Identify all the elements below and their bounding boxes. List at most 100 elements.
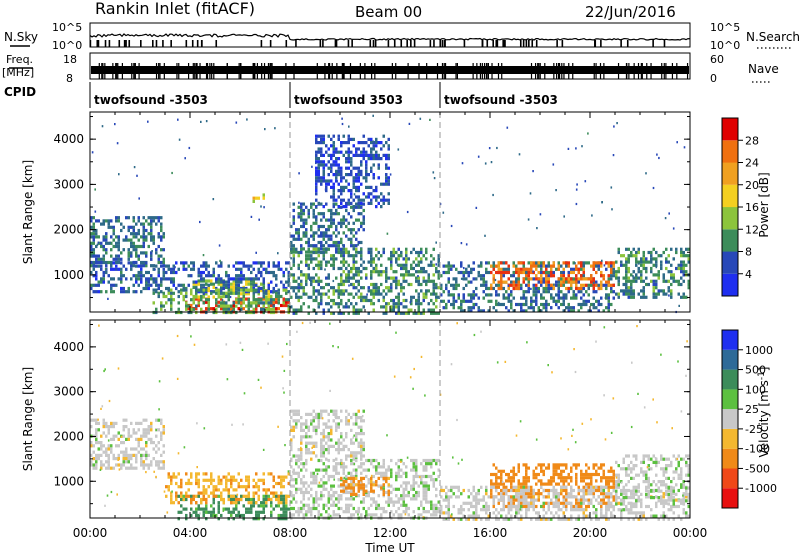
heatmap-cell bbox=[560, 290, 563, 294]
heatmap-cell bbox=[145, 281, 148, 284]
heatmap-cell bbox=[570, 296, 573, 300]
heatmap-cell bbox=[242, 494, 245, 498]
heatmap-cell bbox=[162, 294, 165, 299]
heatmap-cell bbox=[257, 303, 260, 308]
heatmap-cell bbox=[420, 302, 423, 306]
heatmap-cell bbox=[255, 301, 258, 305]
heatmap-cell bbox=[100, 244, 103, 249]
heatmap-cell bbox=[390, 276, 393, 280]
heatmap-cell bbox=[417, 276, 420, 280]
heatmap-cell bbox=[100, 434, 103, 438]
heatmap-cell bbox=[355, 231, 358, 235]
heatmap-cell bbox=[670, 273, 673, 277]
heatmap-cell bbox=[215, 291, 218, 295]
heatmap-cell bbox=[562, 283, 565, 287]
heatmap-cell bbox=[107, 219, 110, 223]
heatmap-cell bbox=[297, 205, 300, 209]
heatmap-cell bbox=[302, 208, 305, 213]
heatmap-cell bbox=[352, 198, 355, 202]
heatmap-cell bbox=[235, 291, 238, 295]
heatmap-cell bbox=[307, 506, 310, 511]
heatmap-cell bbox=[342, 292, 345, 296]
heatmap-cell bbox=[372, 260, 375, 264]
heatmap-cell bbox=[655, 266, 658, 269]
heatmap-cell bbox=[657, 254, 660, 258]
heatmap-cell bbox=[345, 166, 348, 170]
heatmap-cell bbox=[547, 280, 550, 284]
heatmap-cell bbox=[355, 471, 358, 475]
heatmap-cell bbox=[107, 260, 110, 265]
heatmap-cell bbox=[315, 160, 318, 164]
heatmap-cell bbox=[180, 494, 183, 498]
heatmap-cell bbox=[367, 173, 370, 177]
heatmap-cell bbox=[332, 144, 335, 148]
heatmap-cell bbox=[532, 261, 535, 265]
heatmap-cell bbox=[310, 282, 313, 287]
heatmap-cell bbox=[432, 506, 435, 511]
heatmap-cell bbox=[385, 276, 388, 280]
heatmap-cell bbox=[160, 228, 163, 233]
heatmap-cell bbox=[585, 463, 588, 467]
heatmap-cell bbox=[262, 478, 265, 482]
heatmap-cell bbox=[322, 484, 325, 488]
heatmap-cell bbox=[440, 283, 443, 287]
heatmap-cell bbox=[677, 292, 680, 296]
heatmap-cell bbox=[300, 208, 303, 213]
heatmap-cell bbox=[177, 494, 180, 498]
heatmap-cell bbox=[205, 491, 208, 495]
heatmap-cell bbox=[430, 458, 433, 463]
heatmap-cell bbox=[402, 494, 405, 498]
heatmap-cell bbox=[395, 462, 398, 466]
heatmap-cell bbox=[365, 276, 368, 280]
heatmap-cell bbox=[90, 460, 93, 464]
heatmap-cell bbox=[190, 475, 193, 479]
heatmap-cell bbox=[265, 497, 268, 502]
heatmap-cell bbox=[377, 257, 380, 261]
heatmap-cell bbox=[532, 309, 535, 313]
heatmap-cell bbox=[300, 500, 303, 504]
heatmap-cell bbox=[150, 232, 153, 236]
heatmap-cell bbox=[367, 260, 370, 264]
heatmap-cell bbox=[242, 277, 245, 281]
heatmap-cell bbox=[107, 428, 110, 432]
heatmap-cell bbox=[320, 224, 323, 229]
heatmap-cell bbox=[372, 140, 375, 143]
heatmap-cell bbox=[292, 263, 295, 267]
heatmap-cell bbox=[670, 263, 673, 267]
heatmap-cell bbox=[367, 153, 370, 157]
heatmap-cell bbox=[340, 176, 343, 180]
heatmap-cell bbox=[300, 295, 303, 299]
heatmap-cell bbox=[155, 434, 158, 438]
heatmap-cell bbox=[525, 472, 528, 477]
heatmap-cell bbox=[530, 495, 533, 499]
heatmap-cell bbox=[157, 235, 160, 239]
heatmap-cell bbox=[262, 280, 265, 284]
heatmap-cell bbox=[530, 299, 533, 303]
heatmap-cell bbox=[122, 441, 125, 445]
heatmap-cell bbox=[322, 487, 325, 491]
heatmap-cell bbox=[325, 228, 328, 232]
heatmap-cell bbox=[422, 270, 425, 274]
heatmap-cell bbox=[352, 176, 355, 180]
heatmap-cell bbox=[607, 469, 610, 473]
heatmap-cell bbox=[240, 304, 243, 308]
heatmap-cell bbox=[505, 270, 508, 275]
heatmap-cell bbox=[332, 302, 335, 306]
heatmap-cell bbox=[132, 241, 135, 245]
heatmap-cell bbox=[455, 495, 458, 499]
heatmap-cell bbox=[262, 501, 265, 505]
heatmap-cell bbox=[185, 513, 188, 518]
heatmap-cell bbox=[307, 247, 310, 251]
heatmap-cell bbox=[410, 282, 413, 287]
heatmap-cell bbox=[382, 201, 385, 205]
heatmap-cell bbox=[529, 192, 532, 195]
heatmap-cell bbox=[285, 303, 288, 308]
heatmap-cell bbox=[200, 307, 203, 311]
heatmap-cell bbox=[202, 270, 205, 275]
heatmap-cell bbox=[342, 215, 345, 219]
heatmap-cell bbox=[140, 222, 143, 226]
heatmap-cell bbox=[150, 225, 153, 229]
heatmap-cell bbox=[117, 254, 120, 258]
heatmap-cell bbox=[175, 491, 178, 495]
heatmap-cell bbox=[402, 257, 405, 261]
